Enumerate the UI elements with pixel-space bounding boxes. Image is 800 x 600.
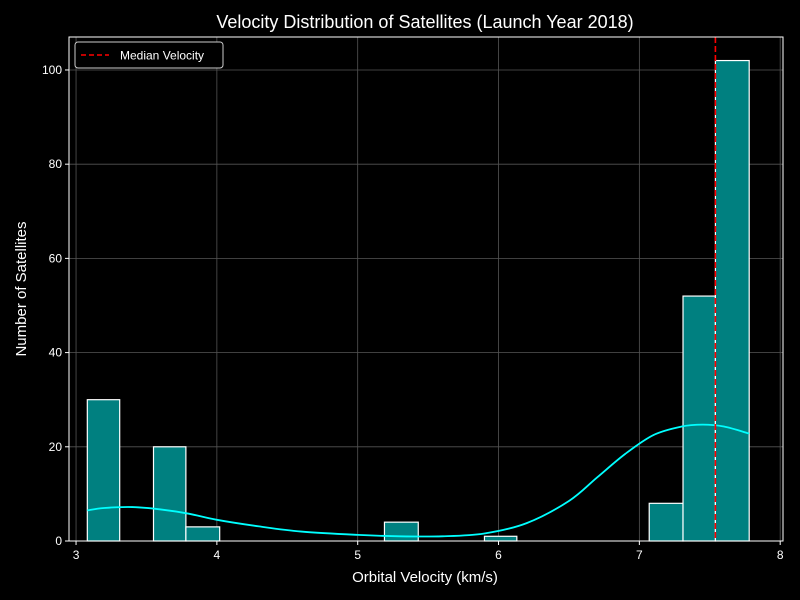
y-tick-label: 100 xyxy=(42,63,62,77)
histogram-bar xyxy=(714,59,750,542)
legend-median-label: Median Velocity xyxy=(120,49,204,63)
legend: Median Velocity xyxy=(74,41,224,69)
x-tick-label: 7 xyxy=(636,548,643,562)
chart-title: Velocity Distribution of Satellites (Lau… xyxy=(216,12,633,32)
histogram-bar xyxy=(152,446,187,542)
axes-frame xyxy=(68,36,784,542)
histogram-bar xyxy=(185,526,221,542)
y-tick-label: 40 xyxy=(49,346,63,360)
grid xyxy=(69,37,783,542)
y-axis-label: Number of Satellites xyxy=(13,221,30,356)
x-tick-label: 5 xyxy=(354,548,361,562)
histogram-bar xyxy=(648,502,684,542)
y-tick-label: 60 xyxy=(49,251,63,265)
y-tick-label: 20 xyxy=(49,440,63,454)
histogram-bar xyxy=(383,521,419,542)
x-tick-label: 4 xyxy=(214,548,221,562)
y-tick-label: 0 xyxy=(55,534,62,548)
y-tick-label: 80 xyxy=(49,157,63,171)
histogram-bars xyxy=(86,59,750,542)
legend-box xyxy=(74,41,224,69)
histogram-bar xyxy=(483,535,518,542)
x-tick-label: 3 xyxy=(73,548,80,562)
kde-curve xyxy=(87,423,750,538)
x-tick-label: 8 xyxy=(777,548,784,562)
kde-curve-layer xyxy=(87,423,750,538)
x-axis-label: Orbital Velocity (km/s) xyxy=(352,569,498,586)
x-tick-label: 6 xyxy=(495,548,502,562)
histogram-bar xyxy=(86,399,121,542)
histogram-bar xyxy=(682,295,717,542)
